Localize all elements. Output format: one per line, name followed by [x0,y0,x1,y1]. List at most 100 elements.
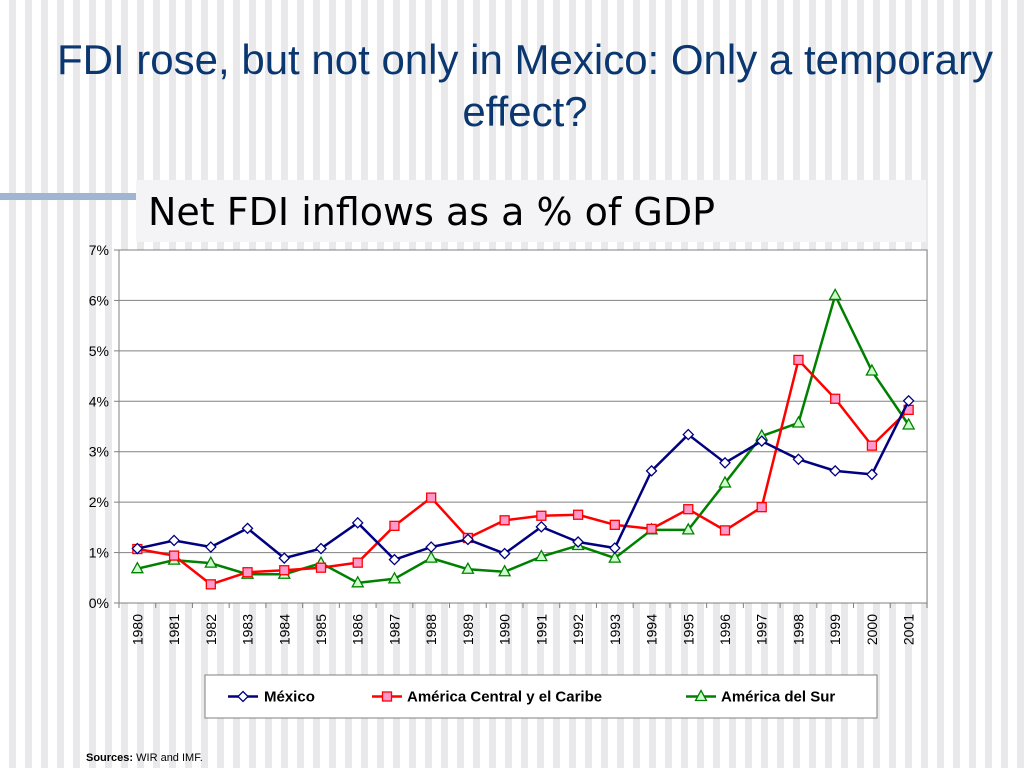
x-tick-label: 1995 [680,614,696,645]
mexico-point [792,453,805,466]
mexico-point [351,516,364,529]
y-tick-label: 5% [89,343,109,359]
mexico-point [755,435,768,448]
central-america-caribbean-line [137,358,910,586]
south-america-point [791,415,806,428]
x-tick-label: 1989 [460,614,476,645]
south-america-point [608,550,622,563]
mexico-point [719,456,731,469]
central-america-caribbean-legend-label: América Central y el Caribe [407,689,602,706]
central-america-caribbean-point [279,565,290,576]
x-tick-label: 1982 [203,614,219,645]
x-tick-label: 2001 [901,614,917,645]
sources-label: Sources: [86,752,134,764]
central-america-caribbean-point [499,515,510,526]
y-tick-label: 3% [89,444,109,460]
south-america-point [424,550,438,563]
x-tick-label: 1980 [129,614,145,645]
x-tick-label: 1994 [644,614,660,645]
mexico-legend-label: México [264,689,315,706]
south-america-point [204,555,218,568]
mexico-point [572,536,585,548]
mexico-point [241,522,254,535]
y-tick-label: 0% [89,595,109,611]
south-america-point [534,549,548,562]
mexico-point [608,542,621,554]
central-america-caribbean-point [168,550,180,561]
mexico-point [682,428,695,441]
x-tick-label: 1983 [240,614,256,645]
central-america-caribbean-point [242,567,253,578]
central-america-caribbean-point [352,557,363,568]
mexico-point [865,468,878,481]
mexico-point [498,547,511,560]
south-america-point [681,522,695,535]
mexico-point [535,520,548,533]
mexico-point [204,541,217,553]
x-tick-label: 2000 [864,614,880,645]
x-tick-label: 1981 [166,614,182,645]
mexico-point [388,553,401,566]
south-america-point [387,571,402,584]
x-tick-label: 1998 [790,614,806,645]
x-tick-label: 1991 [533,614,549,645]
central-america-caribbean-point [609,519,620,530]
legend-box [204,674,878,719]
south-america-point [498,564,512,577]
central-america-caribbean-point [536,510,547,521]
central-america-caribbean-point [830,393,841,404]
south-america-point [351,575,365,588]
central-america-caribbean-legend-marker [381,691,393,702]
mexico-point [278,552,291,565]
central-america-caribbean-point [205,579,216,590]
central-america-caribbean-point [683,504,694,515]
accent-bar [0,193,136,200]
x-tick-label: 1987 [386,614,402,645]
mexico-point [645,464,658,477]
y-tick-label: 7% [89,242,109,258]
south-america-point [130,561,144,574]
mexico-point [829,464,842,477]
x-tick-label: 1999 [827,614,843,645]
x-tick-label: 1984 [276,614,292,645]
mexico-point [902,394,915,407]
south-america-point [902,417,916,430]
mexico-line [137,400,910,561]
mexico-point [168,534,181,547]
y-tick-label: 1% [89,545,109,561]
x-tick-label: 1993 [607,614,623,645]
south-america-legend-label: América del Sur [721,689,835,706]
y-tick-label: 6% [89,292,109,308]
south-america-legend-marker [694,689,708,702]
mexico-point [425,541,438,553]
x-tick-label: 1996 [717,614,733,645]
central-america-caribbean-point [719,525,731,536]
south-america-point [461,561,475,574]
sources-text: WIR and IMF. [133,752,203,764]
central-america-caribbean-point [572,509,584,520]
x-tick-label: 1990 [497,614,513,645]
central-america-caribbean-point [389,520,400,531]
central-america-caribbean-point [315,562,327,573]
central-america-caribbean-point [866,440,878,451]
plot-area [118,249,928,604]
slide-title: FDI rose, but not only in Mexico: Only a… [56,36,994,135]
x-tick-label: 1992 [570,614,586,645]
south-america-point [828,288,842,301]
central-america-caribbean-point [756,502,767,513]
chart-title: Net FDI inflows as a % of GDP [136,180,926,242]
x-tick-label: 1988 [423,614,439,645]
x-tick-label: 1985 [313,614,329,645]
x-tick-label: 1986 [350,614,366,645]
mexico-legend-marker [237,690,249,703]
central-america-caribbean-point [426,492,437,503]
central-america-caribbean-point [793,354,804,366]
mexico-point [461,533,474,546]
x-tick-label: 1997 [754,614,770,645]
south-america-point [718,475,732,488]
mexico-point [131,542,144,555]
y-tick-label: 4% [89,393,109,409]
south-america-point [865,363,879,376]
y-tick-label: 2% [89,494,109,510]
